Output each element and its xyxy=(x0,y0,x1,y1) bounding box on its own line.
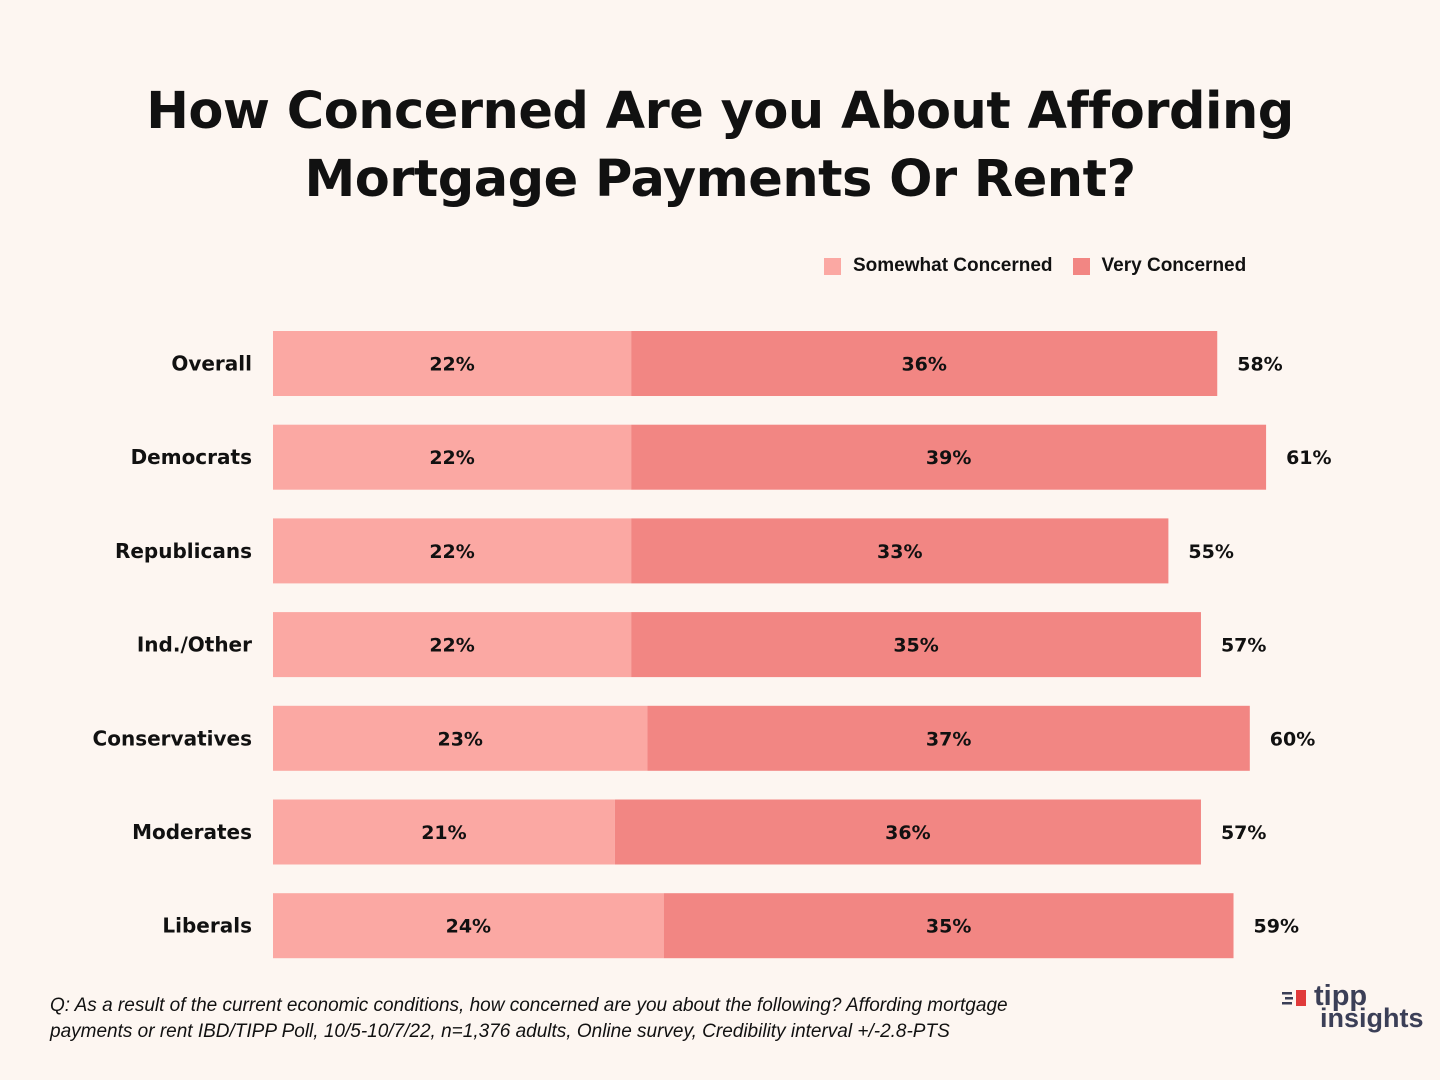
total-label-conservatives: 60% xyxy=(1270,728,1315,750)
bar-overall-somewhat xyxy=(273,331,632,396)
bar-conservatives-somewhat xyxy=(273,705,648,771)
category-label-ind-other: Ind./Other xyxy=(137,633,252,657)
footnote-line-2: payments or rent IBD/TIPP Poll, 10/5-10/… xyxy=(50,1021,950,1042)
total-label-liberals: 59% xyxy=(1254,916,1299,938)
bar-value-label-ind-other-very: 35% xyxy=(893,635,938,657)
legend-item-very: Very Concerned xyxy=(1072,255,1247,277)
bar-value-label-democrats-somewhat: 22% xyxy=(429,447,474,469)
bar-value-label-republicans-somewhat: 22% xyxy=(429,541,474,563)
tipp-insights-logo: tipp insights xyxy=(1278,980,1428,1036)
total-label-republicans: 55% xyxy=(1188,541,1233,563)
legend-item-somewhat: Somewhat Concerned xyxy=(824,255,1053,277)
title-line-1: How Concerned Are you About Affording xyxy=(146,82,1294,141)
total-label-overall: 58% xyxy=(1237,354,1282,376)
logo-text-tipp: tipp xyxy=(1314,980,1368,1012)
logo-text-insights: insights xyxy=(1320,1003,1424,1033)
total-label-ind-other: 57% xyxy=(1221,635,1266,657)
legend-label-very: Very Concerned xyxy=(1101,255,1247,276)
chart-title: How Concerned Are you About Affording Mo… xyxy=(0,78,1440,214)
legend-swatch-somewhat xyxy=(824,257,841,275)
bar-moderates-somewhat xyxy=(273,799,615,865)
bar-liberals-somewhat xyxy=(273,893,664,959)
bar-value-label-liberals-very: 35% xyxy=(926,916,971,938)
bar-value-label-conservatives-very: 37% xyxy=(926,728,971,750)
footnote-line-1: Q: As a result of the current economic c… xyxy=(50,995,1008,1016)
bar-value-label-democrats-very: 39% xyxy=(926,447,971,469)
bar-democrats-very xyxy=(631,424,1267,490)
legend-label-somewhat: Somewhat Concerned xyxy=(853,255,1053,276)
bar-value-label-moderates-somewhat: 21% xyxy=(421,822,466,844)
bar-value-label-liberals-somewhat: 24% xyxy=(446,916,491,938)
bar-value-label-conservatives-somewhat: 23% xyxy=(437,728,482,750)
bar-liberals-very xyxy=(663,893,1234,959)
bar-democrats-somewhat xyxy=(273,424,632,490)
bar-republicans-very xyxy=(631,518,1169,584)
total-label-democrats: 61% xyxy=(1286,447,1331,469)
title-line-2: Mortgage Payments Or Rent? xyxy=(304,150,1136,209)
category-label-moderates: Moderates xyxy=(132,820,252,844)
bar-value-label-overall-somewhat: 22% xyxy=(429,354,474,376)
bar-conservatives-very xyxy=(647,705,1250,771)
flag-icon xyxy=(1282,990,1306,1006)
bar-overall-very xyxy=(631,331,1218,396)
category-label-republicans: Republicans xyxy=(115,539,252,563)
bar-republicans-somewhat xyxy=(273,518,632,584)
category-label-liberals: Liberals xyxy=(162,914,252,938)
bar-value-label-republicans-very: 33% xyxy=(877,541,922,563)
legend: Somewhat Concerned Very Concerned xyxy=(824,253,1266,279)
total-label-moderates: 57% xyxy=(1221,822,1266,844)
category-label-overall: Overall xyxy=(171,352,252,376)
footnote: Q: As a result of the current economic c… xyxy=(50,993,1210,1045)
bar-value-label-overall-very: 36% xyxy=(901,354,946,376)
category-label-conservatives: Conservatives xyxy=(93,726,252,750)
legend-swatch-very xyxy=(1072,257,1090,275)
bar-ind-other-somewhat xyxy=(273,612,632,678)
bar-ind-other-very xyxy=(631,612,1201,678)
bar-moderates-very xyxy=(614,799,1201,865)
bar-value-label-ind-other-somewhat: 22% xyxy=(429,635,474,657)
category-label-democrats: Democrats xyxy=(131,445,252,469)
bar-value-label-moderates-very: 36% xyxy=(885,822,930,844)
